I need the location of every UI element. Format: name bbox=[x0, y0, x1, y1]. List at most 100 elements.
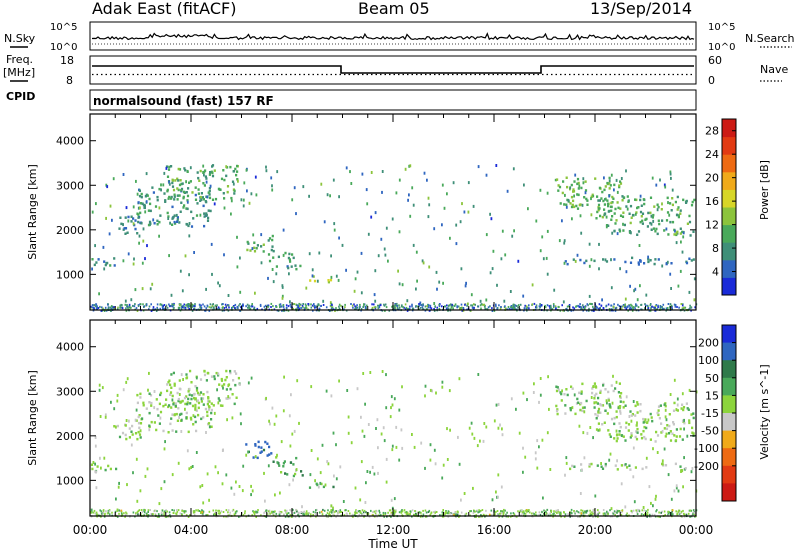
data-cell bbox=[119, 510, 122, 512]
data-cell bbox=[493, 309, 496, 312]
data-cell bbox=[473, 303, 475, 306]
data-cell bbox=[141, 287, 144, 291]
data-cell bbox=[297, 304, 299, 307]
data-cell bbox=[634, 212, 637, 216]
data-cell bbox=[451, 512, 454, 515]
data-cell bbox=[420, 304, 422, 306]
data-cell bbox=[156, 223, 159, 226]
data-cell bbox=[354, 277, 357, 281]
data-cell bbox=[391, 217, 394, 221]
data-cell bbox=[286, 473, 289, 476]
data-cell bbox=[584, 305, 586, 308]
data-cell bbox=[458, 515, 460, 518]
data-cell bbox=[177, 461, 180, 465]
data-cell bbox=[595, 417, 598, 420]
data-cell bbox=[185, 304, 187, 307]
data-cell bbox=[620, 513, 623, 516]
data-cell bbox=[384, 309, 386, 312]
data-cell bbox=[677, 284, 680, 288]
data-cell bbox=[185, 191, 188, 194]
data-cell bbox=[652, 504, 654, 508]
data-cell bbox=[124, 513, 127, 516]
data-cell bbox=[491, 307, 493, 310]
data-cell bbox=[610, 286, 613, 290]
data-cell bbox=[218, 399, 221, 402]
data-cell bbox=[155, 310, 158, 312]
data-cell bbox=[470, 421, 473, 425]
data-cell bbox=[163, 447, 166, 451]
data-cell bbox=[150, 404, 153, 407]
data-cell bbox=[682, 198, 685, 202]
data-cell bbox=[652, 227, 655, 230]
data-cell bbox=[257, 445, 260, 449]
data-cell bbox=[289, 509, 291, 512]
data-cell bbox=[625, 205, 628, 208]
data-cell bbox=[478, 509, 480, 512]
data-cell bbox=[205, 177, 208, 180]
data-cell bbox=[610, 258, 612, 262]
data-cell bbox=[252, 456, 255, 459]
data-cell bbox=[335, 274, 338, 278]
data-cell bbox=[570, 183, 573, 187]
colorbar-cell bbox=[722, 448, 736, 467]
data-cell bbox=[690, 203, 694, 207]
data-cell bbox=[548, 407, 550, 411]
data-cell bbox=[284, 509, 286, 512]
data-cell bbox=[182, 206, 185, 209]
data-cell bbox=[602, 258, 605, 261]
data-cell bbox=[679, 227, 682, 230]
noise-axis-right-top: 10^5 bbox=[708, 22, 735, 33]
data-cell bbox=[638, 510, 641, 513]
data-cell bbox=[202, 501, 205, 505]
data-cell bbox=[415, 305, 417, 308]
data-cell bbox=[174, 222, 177, 225]
data-cell bbox=[578, 391, 581, 395]
data-cell bbox=[667, 473, 670, 477]
data-cell bbox=[223, 253, 225, 257]
data-cell bbox=[275, 456, 278, 459]
data-cell bbox=[521, 512, 524, 515]
data-cell bbox=[251, 305, 254, 308]
data-cell bbox=[194, 193, 197, 197]
data-cell bbox=[161, 509, 164, 512]
data-cell bbox=[234, 383, 237, 387]
data-cell bbox=[110, 305, 113, 308]
data-cell bbox=[427, 511, 430, 513]
data-cell bbox=[178, 308, 180, 311]
data-cell bbox=[360, 460, 363, 464]
data-cell bbox=[590, 197, 592, 201]
data-cell bbox=[298, 302, 300, 305]
data-cell bbox=[188, 303, 191, 306]
data-cell bbox=[205, 379, 208, 382]
data-cell bbox=[176, 419, 179, 422]
data-cell bbox=[665, 427, 669, 431]
data-cell bbox=[676, 512, 679, 515]
data-cell bbox=[128, 419, 130, 423]
data-cell bbox=[421, 259, 424, 263]
data-cell bbox=[496, 307, 499, 309]
data-cell bbox=[681, 392, 684, 396]
data-cell bbox=[212, 303, 214, 306]
data-cell bbox=[350, 182, 353, 185]
data-cell bbox=[308, 252, 311, 256]
data-cell bbox=[283, 308, 285, 311]
data-cell bbox=[602, 509, 605, 511]
colorbar-tick-label: -15 bbox=[701, 407, 719, 420]
data-cell bbox=[307, 304, 310, 307]
data-cell bbox=[426, 308, 428, 311]
data-cell bbox=[683, 306, 685, 309]
data-cell bbox=[631, 304, 633, 307]
data-cell bbox=[314, 479, 316, 483]
data-cell bbox=[187, 516, 190, 518]
data-cell bbox=[388, 309, 391, 312]
data-cell bbox=[270, 176, 273, 180]
data-cell bbox=[671, 307, 673, 310]
data-cell bbox=[669, 272, 672, 276]
data-cell bbox=[208, 510, 211, 513]
data-cell bbox=[572, 306, 574, 309]
data-cell bbox=[121, 431, 125, 435]
data-cell bbox=[205, 195, 208, 198]
data-cell bbox=[497, 495, 499, 499]
data-cell bbox=[248, 307, 251, 310]
